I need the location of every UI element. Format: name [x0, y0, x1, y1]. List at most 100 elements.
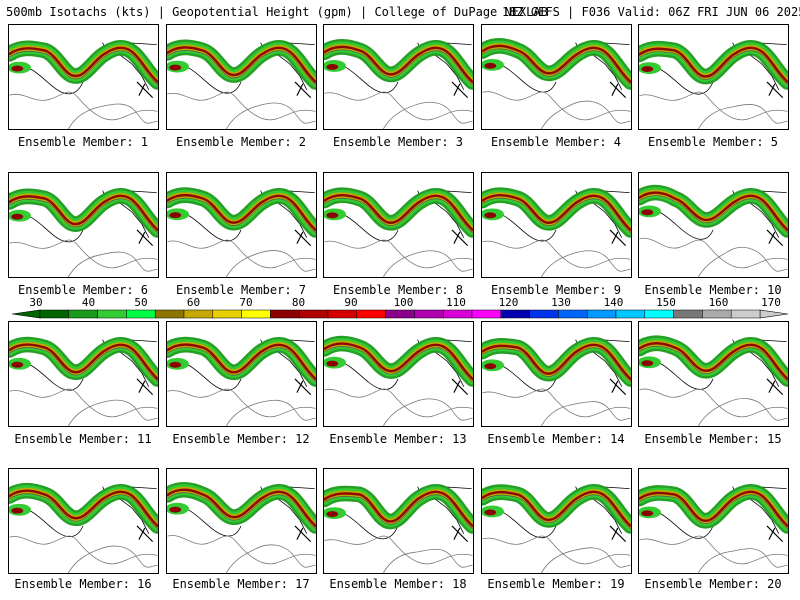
color-scale-label: 150 [656, 296, 676, 309]
ensemble-member-caption: Ensemble Member: 20 [644, 577, 782, 591]
color-scale-label: 140 [604, 296, 624, 309]
isotach-map [167, 336, 316, 426]
color-scale-segment [500, 309, 530, 319]
isotach-map [639, 335, 788, 426]
color-scale-segment [586, 309, 617, 319]
ensemble-member-caption: Ensemble Member: 16 [14, 577, 152, 591]
ensemble-member-map [166, 24, 317, 130]
color-scale-label: 110 [446, 296, 466, 309]
ensemble-member-caption: Ensemble Member: 18 [329, 577, 467, 591]
color-scale-segment [298, 309, 329, 319]
ensemble-member-caption: Ensemble Member: 3 [332, 135, 464, 149]
isotach-map [167, 39, 316, 129]
ensemble-member-map [481, 24, 632, 130]
color-scale-segment [154, 309, 185, 319]
color-scale-label: 70 [239, 296, 252, 309]
isotach-color-scale: 30 40 50 60 70 80 90 100 110 120 130 140 150 160 170 [11, 296, 789, 319]
color-scale-segment [730, 309, 761, 319]
color-scale-label: 130 [551, 296, 571, 309]
ensemble-member-map [323, 468, 474, 574]
color-scale-segment [327, 309, 358, 319]
ensemble-member-caption: Ensemble Member: 4 [490, 135, 622, 149]
ensemble-member-map [166, 321, 317, 427]
ensemble-member-caption: Ensemble Member: 1 [17, 135, 149, 149]
ensemble-member-caption: Ensemble Member: 10 [644, 283, 782, 297]
color-scale-label: 170 [761, 296, 781, 309]
ensemble-member-map [481, 468, 632, 574]
isotach-map [9, 336, 158, 426]
ensemble-member-caption: Ensemble Member: 5 [647, 135, 779, 149]
isotach-map [9, 187, 158, 277]
color-scale-segment [68, 309, 98, 319]
ensemble-member-caption: Ensemble Member: 15 [644, 432, 782, 446]
isotach-map [482, 38, 631, 129]
color-scale-segment [385, 309, 415, 319]
color-scale-segment [442, 309, 473, 319]
ensemble-member-map [323, 172, 474, 278]
color-scale-segment [356, 309, 386, 319]
ensemble-member-map [638, 321, 789, 427]
isotach-map [167, 187, 316, 277]
ensemble-member-map [481, 321, 632, 427]
isotach-map [482, 187, 631, 277]
ensemble-member-map [8, 24, 159, 130]
ensemble-member-map [8, 468, 159, 574]
ensemble-member-map [638, 24, 789, 130]
color-scale-label: 60 [187, 296, 200, 309]
isotach-map [324, 483, 473, 573]
ensemble-member-map [8, 172, 159, 278]
ensemble-member-map [638, 468, 789, 574]
isotach-map [324, 39, 473, 129]
ensemble-member-caption: Ensemble Member: 11 [14, 432, 152, 446]
color-scale-segment [39, 309, 70, 319]
color-scale-segment [644, 309, 674, 319]
color-scale-segment [97, 309, 127, 319]
color-scale-segment [529, 309, 559, 319]
ensemble-member-caption: Ensemble Member: 7 [175, 283, 307, 297]
map-header: 500mb Isotachs (kts) | Geopotential Heig… [0, 0, 800, 22]
color-scale-segment [558, 309, 588, 319]
color-scale-segment [241, 309, 271, 319]
color-scale-segment [183, 309, 214, 319]
ensemble-member-caption: Ensemble Member: 8 [332, 283, 464, 297]
isotach-map [639, 184, 788, 277]
product-title: 500mb Isotachs (kts) | Geopotential Heig… [6, 5, 548, 19]
ensemble-member-map [323, 321, 474, 427]
ensemble-member-map [166, 468, 317, 574]
isotach-map [167, 481, 316, 573]
color-scale-label: 90 [344, 296, 357, 309]
ensemble-member-map [8, 321, 159, 427]
ensemble-member-map [481, 172, 632, 278]
model-valid-time: 18Z GEFS | F036 Valid: 06Z FRI JUN 06 20… [502, 5, 800, 19]
color-scale-segment [471, 309, 502, 319]
isotach-map [482, 336, 631, 426]
ensemble-member-caption: Ensemble Member: 13 [329, 432, 467, 446]
isotach-map [639, 39, 788, 129]
color-scale-label: 30 [29, 296, 42, 309]
color-scale-label: 100 [394, 296, 414, 309]
color-scale-label: 40 [82, 296, 95, 309]
color-scale-label: 120 [499, 296, 519, 309]
isotach-map [324, 187, 473, 277]
isotach-map [639, 483, 788, 573]
ensemble-member-map [166, 172, 317, 278]
isotach-map [482, 483, 631, 573]
color-scale-segment [126, 309, 156, 319]
ensemble-member-caption: Ensemble Member: 9 [490, 283, 622, 297]
ensemble-member-map [323, 24, 474, 130]
color-scale-segment [414, 309, 444, 319]
color-scale-label: 80 [292, 296, 305, 309]
color-scale-segment [615, 309, 646, 319]
ensemble-member-caption: Ensemble Member: 2 [175, 135, 307, 149]
color-scale-segment [702, 309, 732, 319]
ensemble-member-caption: Ensemble Member: 6 [17, 283, 149, 297]
color-scale-segment [212, 309, 242, 319]
ensemble-member-caption: Ensemble Member: 17 [172, 577, 310, 591]
color-scale-segment [270, 309, 300, 319]
color-scale-segment [673, 309, 703, 319]
ensemble-member-map [638, 172, 789, 278]
ensemble-member-caption: Ensemble Member: 14 [487, 432, 625, 446]
color-scale-label: 160 [709, 296, 729, 309]
ensemble-member-caption: Ensemble Member: 12 [172, 432, 310, 446]
ensemble-member-caption: Ensemble Member: 19 [487, 577, 625, 591]
